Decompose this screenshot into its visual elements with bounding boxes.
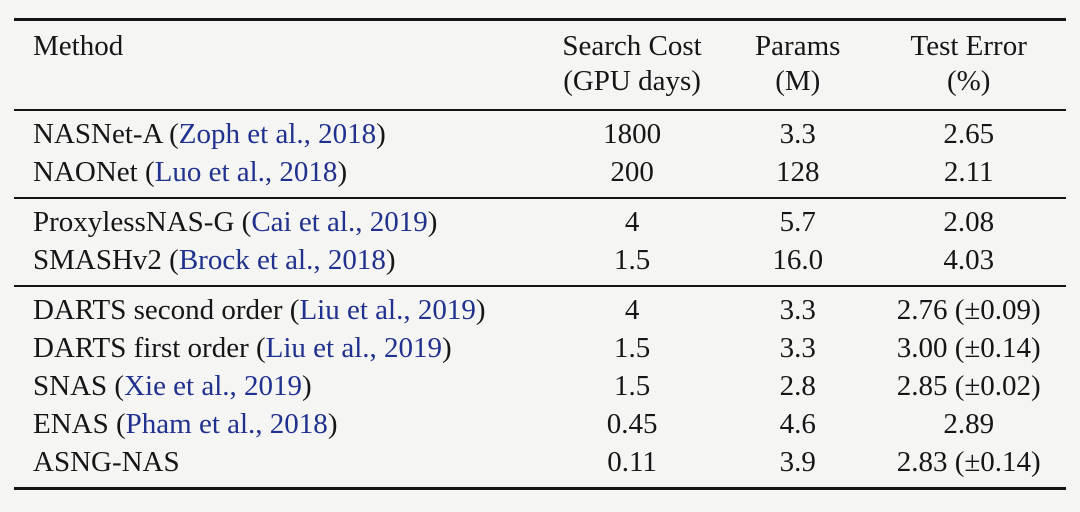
header-sublabel: (%): [946, 65, 991, 97]
test-error-cell: 2.83 (±0.14): [896, 446, 1041, 478]
table-row: SNAS (Xie et al., 2019) 1.5 2.8 2.85 (±0…: [14, 368, 1066, 406]
method-name: ProxylessNAS-G (: [33, 206, 252, 238]
test-error-cell: 2.65: [943, 118, 995, 150]
citation-link[interactable]: Liu et al., 2019: [265, 332, 443, 364]
column-header-params: Params (M): [724, 20, 871, 111]
method-cell: ProxylessNAS-G (Cai et al., 2019): [14, 198, 540, 242]
column-header-search-cost: Search Cost (GPU days): [540, 20, 724, 111]
method-suffix: ): [327, 408, 338, 440]
method-name: SMASHv2 (: [33, 244, 179, 276]
table-header: Method Search Cost (GPU days) Params (M)…: [14, 20, 1066, 111]
search-cost-cell: 1.5: [613, 244, 651, 276]
table-row: DARTS second order (Liu et al., 2019) 4 …: [14, 286, 1066, 330]
test-error-cell: 2.89: [943, 408, 995, 440]
table-row: ASNG-NAS 0.11 3.9 2.83 (±0.14): [14, 444, 1066, 489]
search-cost-cell: 1.5: [613, 332, 651, 364]
citation-link[interactable]: Pham et al., 2018: [125, 408, 328, 440]
citation-link[interactable]: Liu et al., 2019: [299, 294, 476, 326]
row-group-gradient-nas: DARTS second order (Liu et al., 2019) 4 …: [14, 286, 1066, 489]
method-cell: DARTS first order (Liu et al., 2019): [14, 330, 540, 368]
method-name: DARTS second order (: [33, 294, 300, 326]
test-error-cell: 2.08: [943, 206, 995, 238]
citation-link[interactable]: Brock et al., 2018: [178, 244, 386, 276]
params-cell: 3.9: [779, 446, 816, 478]
method-name: ENAS (: [33, 408, 126, 440]
header-sublabel: (GPU days): [563, 65, 701, 97]
params-cell: 16.0: [772, 244, 824, 276]
table-row: NASNet-A (Zoph et al., 2018) 1800 3.3 2.…: [14, 110, 1066, 154]
header-row: Method Search Cost (GPU days) Params (M)…: [14, 20, 1066, 111]
params-cell: 4.6: [779, 408, 816, 440]
params-cell: 5.7: [779, 206, 816, 238]
test-error-cell: 3.00 (±0.14): [896, 332, 1041, 364]
method-cell: SMASHv2 (Brock et al., 2018): [14, 242, 540, 286]
params-cell: 3.3: [779, 332, 816, 364]
method-cell: ASNG-NAS: [14, 444, 540, 489]
method-name: NASNet-A (: [33, 118, 179, 150]
params-cell: 2.8: [779, 370, 816, 402]
method-suffix: ): [302, 370, 312, 402]
method-suffix: ): [475, 294, 486, 326]
citation-link[interactable]: Xie et al., 2019: [124, 370, 303, 402]
header-label: Test Error: [910, 30, 1027, 62]
params-cell: 3.3: [779, 118, 816, 150]
search-cost-cell: 1800: [603, 118, 662, 150]
header-label: Search Cost: [562, 30, 702, 62]
table-row: NAONet (Luo et al., 2018) 200 128 2.11: [14, 154, 1066, 198]
method-cell: NASNet-A (Zoph et al., 2018): [14, 110, 540, 154]
method-suffix: ): [442, 332, 452, 364]
row-group-manual-nas: NASNet-A (Zoph et al., 2018) 1800 3.3 2.…: [14, 110, 1066, 198]
method-cell: DARTS second order (Liu et al., 2019): [14, 286, 540, 330]
search-cost-cell: 4: [624, 206, 640, 238]
row-group-oneshot-nas: ProxylessNAS-G (Cai et al., 2019) 4 5.7 …: [14, 198, 1066, 286]
search-cost-cell: 0.11: [607, 446, 657, 478]
method-name: ASNG-NAS: [33, 446, 180, 478]
search-cost-cell: 4: [624, 294, 640, 326]
table-row: ProxylessNAS-G (Cai et al., 2019) 4 5.7 …: [14, 198, 1066, 242]
method-name: SNAS (: [33, 370, 125, 402]
results-table: Method Search Cost (GPU days) Params (M)…: [14, 18, 1066, 490]
column-header-test-error: Test Error (%): [871, 20, 1066, 111]
test-error-cell: 2.85 (±0.02): [896, 370, 1041, 402]
table-row: ENAS (Pham et al., 2018) 0.45 4.6 2.89: [14, 406, 1066, 444]
test-error-cell: 2.76 (±0.09): [896, 294, 1041, 326]
method-suffix: ): [376, 118, 386, 150]
test-error-cell: 4.03: [943, 244, 995, 276]
table-row: SMASHv2 (Brock et al., 2018) 1.5 16.0 4.…: [14, 242, 1066, 286]
method-name: NAONet (: [33, 156, 155, 188]
search-cost-cell: 0.45: [606, 408, 658, 440]
table-row: DARTS first order (Liu et al., 2019) 1.5…: [14, 330, 1066, 368]
method-suffix: ): [427, 206, 438, 238]
method-cell: SNAS (Xie et al., 2019): [14, 368, 540, 406]
method-suffix: ): [337, 156, 348, 188]
header-label: Method: [33, 30, 124, 62]
test-error-cell: 2.11: [943, 156, 994, 188]
method-name: DARTS first order (: [33, 332, 266, 364]
params-cell: 128: [775, 156, 820, 188]
column-header-method: Method: [14, 20, 540, 111]
method-cell: NAONet (Luo et al., 2018): [14, 154, 540, 198]
header-sublabel: (M): [775, 65, 821, 97]
citation-link[interactable]: Luo et al., 2018: [154, 156, 338, 188]
method-suffix: ): [385, 244, 396, 276]
citation-link[interactable]: Zoph et al., 2018: [178, 118, 377, 150]
search-cost-cell: 200: [610, 156, 654, 188]
header-label: Params: [755, 30, 841, 62]
citation-link[interactable]: Cai et al., 2019: [251, 206, 428, 238]
search-cost-cell: 1.5: [613, 370, 651, 402]
params-cell: 3.3: [779, 294, 816, 326]
method-cell: ENAS (Pham et al., 2018): [14, 406, 540, 444]
